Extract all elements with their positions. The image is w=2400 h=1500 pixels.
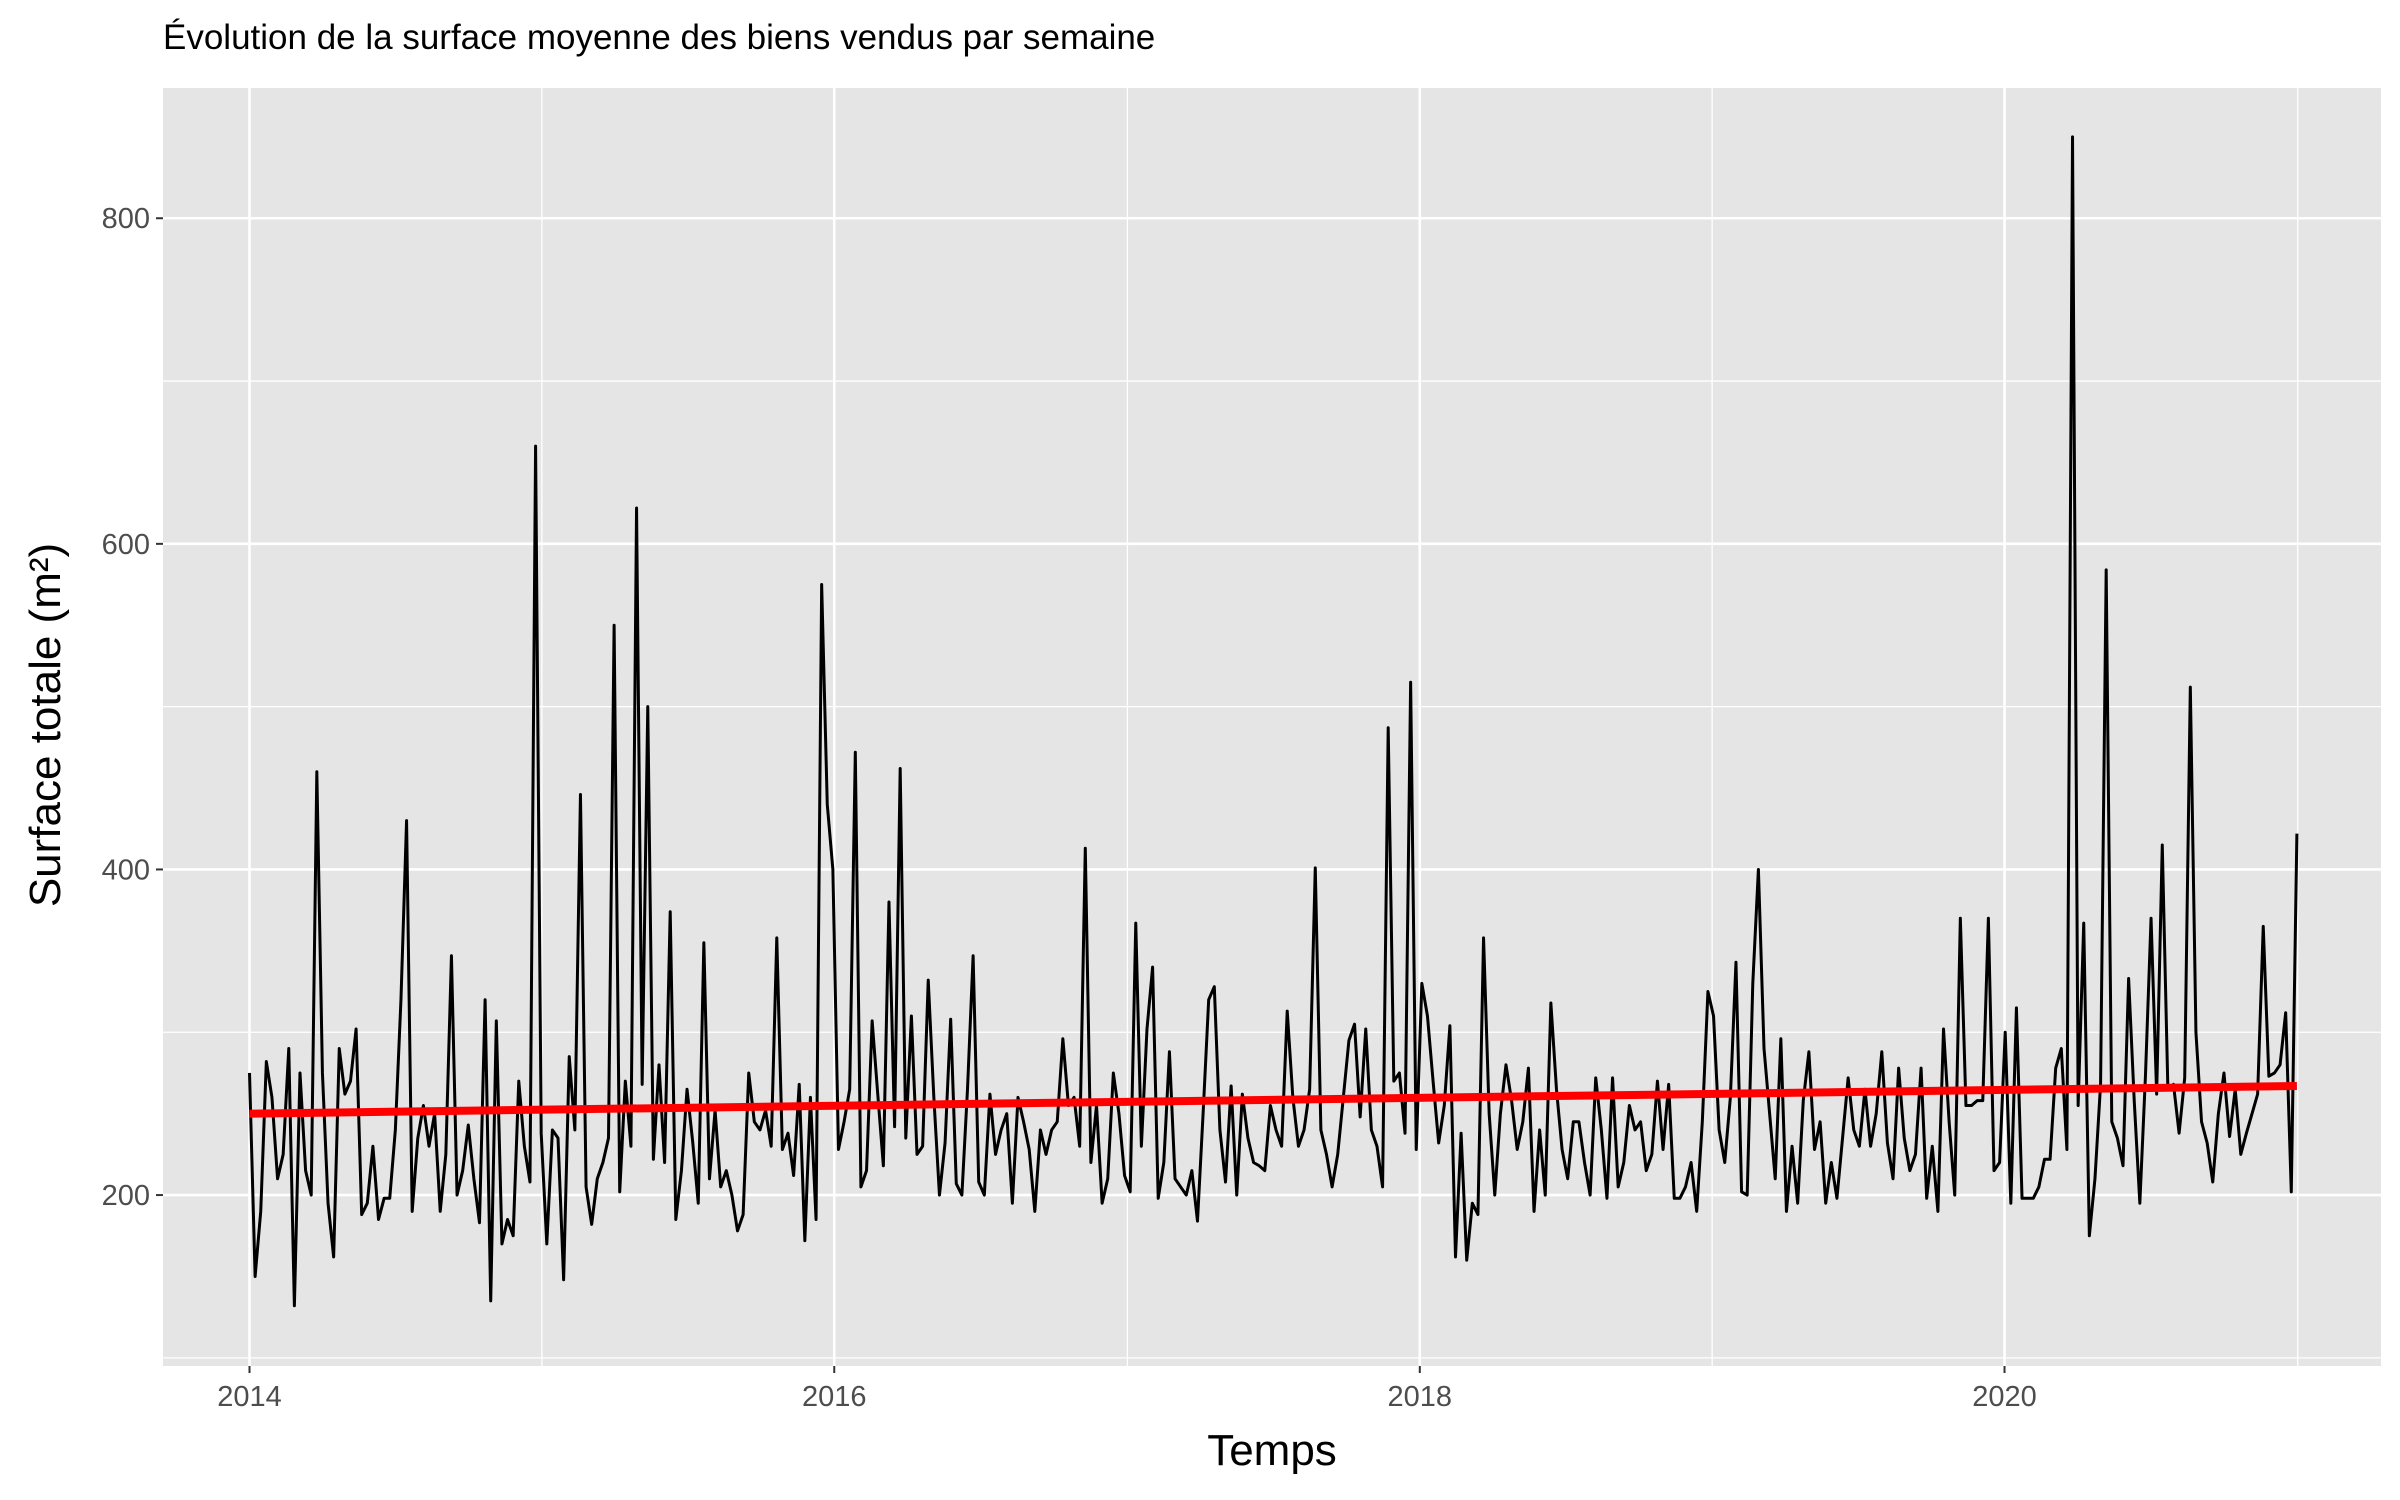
y-tick-label: 800 bbox=[102, 203, 150, 235]
x-tick-label: 2014 bbox=[217, 1381, 282, 1413]
x-tick-label: 2020 bbox=[1972, 1381, 2037, 1413]
series-layer bbox=[248, 135, 2299, 1308]
axes bbox=[156, 217, 2006, 1373]
chart-title: Évolution de la surface moyenne des bien… bbox=[163, 18, 1155, 57]
x-tick-label: 2018 bbox=[1388, 1381, 1453, 1413]
tick-labels: 200 400 600 800 2014 2016 2018 2020 bbox=[102, 203, 2037, 1413]
series-trend-line bbox=[249, 1081, 2297, 1118]
y-axis-title: Surface totale (m²) bbox=[21, 543, 70, 907]
x-axis-title: Temps bbox=[1207, 1426, 1337, 1475]
series-weekly-line bbox=[248, 135, 2299, 1308]
y-tick-label: 400 bbox=[102, 854, 150, 886]
y-tick-label: 200 bbox=[102, 1180, 150, 1212]
x-tick-label: 2016 bbox=[802, 1381, 867, 1413]
gridlines bbox=[163, 88, 2381, 1366]
y-tick-label: 600 bbox=[102, 529, 150, 561]
plot-panel bbox=[163, 88, 2381, 1366]
